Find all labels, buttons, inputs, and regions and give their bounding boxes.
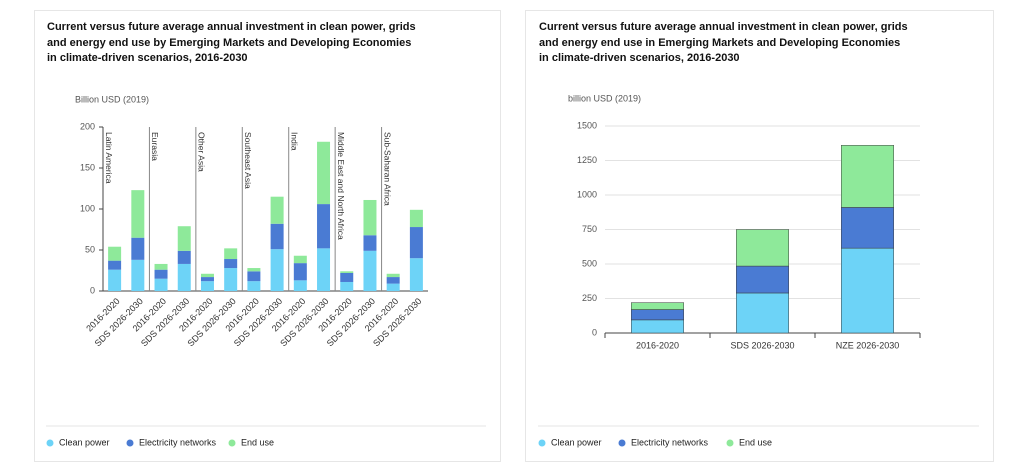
bar-segment <box>340 281 354 291</box>
group-label: Latin America <box>104 132 114 184</box>
bar-segment <box>131 237 145 260</box>
bar-segment <box>409 227 423 259</box>
y-axis-label: billion USD (2019) <box>568 93 641 103</box>
chart-title: Current versus future average annual inv… <box>539 21 908 64</box>
bar-segment <box>841 207 894 249</box>
y-tick-label: 250 <box>582 293 597 303</box>
y-tick-label: 150 <box>80 162 95 172</box>
legend-marker <box>538 439 546 447</box>
bar-segment <box>154 269 168 279</box>
y-tick-label: 500 <box>582 258 597 268</box>
bar-segment <box>154 263 168 270</box>
panel <box>525 10 994 462</box>
group-label: Other Asia <box>197 132 207 172</box>
legend-marker <box>618 439 626 447</box>
bar-segment <box>340 272 354 282</box>
bar-segment <box>108 269 122 291</box>
bar-segment <box>736 292 789 334</box>
bar-segment <box>293 255 307 264</box>
x-tick-label: SDS 2026-2030 <box>730 340 794 350</box>
legend-label: Electricity networks <box>631 437 709 447</box>
bar-segment <box>317 248 331 291</box>
chart-title: Current versus future average annual inv… <box>47 21 416 64</box>
bar-segment <box>200 277 214 282</box>
bar-segment <box>270 196 284 224</box>
y-tick-label: 200 <box>80 121 95 131</box>
legend-marker <box>46 439 54 447</box>
bar-segment <box>270 249 284 291</box>
bar-segment <box>409 209 423 228</box>
bar-segment <box>293 263 307 281</box>
bar-segment <box>386 283 400 291</box>
y-tick-label: 100 <box>80 203 95 213</box>
bar-segment <box>247 271 261 282</box>
bar-segment <box>841 145 894 208</box>
bar-segment <box>131 259 145 291</box>
bar-segment <box>224 248 238 260</box>
y-tick-label: 50 <box>85 244 95 254</box>
legend-label: Clean power <box>551 437 602 447</box>
group-label: Middle East and North Africa <box>336 132 346 240</box>
bar-segment <box>293 280 307 291</box>
bar-segment <box>247 281 261 291</box>
bar-segment <box>841 247 894 334</box>
bar-segment <box>386 277 400 284</box>
y-tick-label: 1000 <box>577 189 597 199</box>
bar-segment <box>631 309 684 321</box>
bar-segment <box>177 250 191 264</box>
bar-segment <box>247 268 261 272</box>
panel <box>34 10 501 462</box>
bar-segment <box>131 190 145 238</box>
legend-label: Electricity networks <box>139 437 217 447</box>
bar-segment <box>340 271 354 273</box>
bar-segment <box>108 260 122 270</box>
y-tick-label: 750 <box>582 224 597 234</box>
group-label: Eurasia <box>150 132 160 161</box>
legend-label: End use <box>739 437 772 447</box>
legend-marker <box>726 439 734 447</box>
bar-segment <box>631 319 684 334</box>
legend-marker <box>228 439 236 447</box>
bar-segment <box>631 302 684 310</box>
bar-segment <box>108 246 122 261</box>
bar-segment <box>224 268 238 291</box>
legend-label: End use <box>241 437 274 447</box>
legend-label: Clean power <box>59 437 110 447</box>
bar-segment <box>317 204 331 249</box>
group-label: Sub-Saharan Africa <box>382 132 392 206</box>
bar-segment <box>200 273 214 278</box>
y-tick-label: 0 <box>90 285 95 295</box>
bar-segment <box>409 258 423 291</box>
bar-segment <box>317 141 331 205</box>
bar-segment <box>154 278 168 291</box>
bar-segment <box>363 250 377 291</box>
bar-segment <box>363 199 377 236</box>
y-axis-label: Billion USD (2019) <box>75 94 149 104</box>
y-tick-label: 0 <box>592 327 597 337</box>
bar-segment <box>177 226 191 251</box>
group-label: India <box>289 132 299 151</box>
y-tick-label: 1250 <box>577 155 597 165</box>
bar-segment <box>736 229 789 267</box>
bar-segment <box>177 263 191 291</box>
x-tick-label: 2016-2020 <box>636 340 679 350</box>
x-tick-label: NZE 2026-2030 <box>836 340 900 350</box>
bar-segment <box>224 259 238 269</box>
bar-segment <box>736 265 789 294</box>
legend-marker <box>126 439 134 447</box>
bar-segment <box>363 235 377 251</box>
bar-segment <box>270 223 284 250</box>
bar-segment <box>200 281 214 291</box>
y-tick-label: 1500 <box>577 120 597 130</box>
bar-segment <box>386 273 400 278</box>
group-label: Southeast Asia <box>243 132 253 189</box>
